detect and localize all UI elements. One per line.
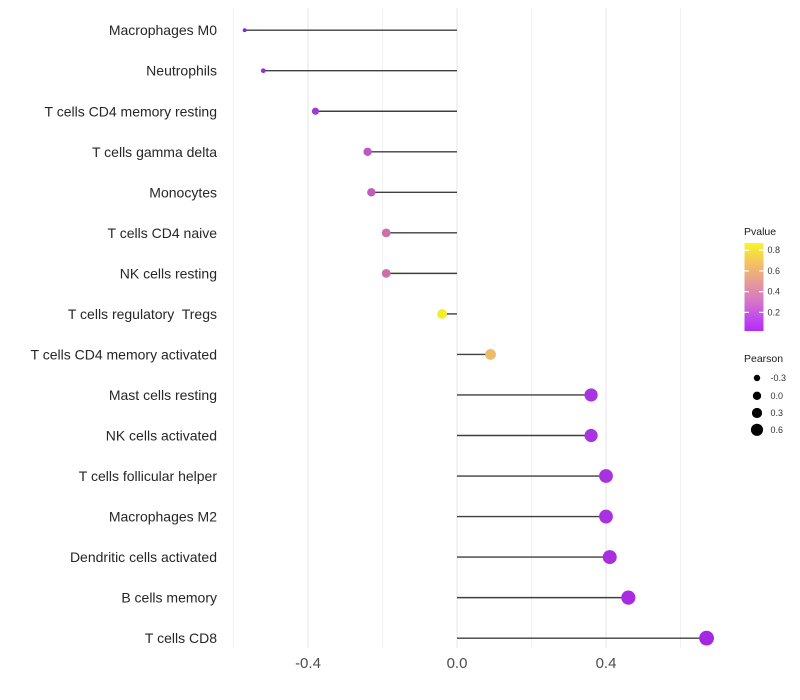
size-key-label: 0.3 xyxy=(771,408,784,418)
row-label: B cells memory xyxy=(121,590,217,606)
data-point xyxy=(381,268,391,278)
row-label: Neutrophils xyxy=(146,63,217,79)
data-point xyxy=(311,107,320,115)
chart-row: NK cells resting xyxy=(120,265,457,281)
chart-row: T cells CD4 naive xyxy=(108,225,457,241)
data-point xyxy=(699,630,714,646)
row-label: Macrophages M2 xyxy=(109,509,217,525)
chart-row: T cells CD4 memory resting xyxy=(45,103,457,119)
row-label: T cells CD4 memory resting xyxy=(45,103,217,119)
row-label: Dendritic cells activated xyxy=(70,549,217,565)
data-point xyxy=(599,509,613,524)
row-label: T cells CD4 naive xyxy=(108,225,218,241)
x-axis: -0.4 0.0 0.4 xyxy=(295,655,616,672)
row-label: T cells CD8 xyxy=(145,630,217,646)
data-point xyxy=(584,388,598,402)
chart-row: T cells CD4 memory activated xyxy=(31,346,496,362)
row-label: Macrophages M0 xyxy=(109,22,217,38)
row-label: Monocytes xyxy=(149,184,217,200)
chart-row: Monocytes xyxy=(149,184,457,200)
x-tick-label: 0.4 xyxy=(596,655,617,672)
pvalue-legend-title: Pvalue xyxy=(744,226,776,238)
colorbar-tick-label: 0.4 xyxy=(768,287,781,297)
chart-row: NK cells activated xyxy=(106,428,598,444)
data-point xyxy=(485,349,496,360)
chart-row: T cells regulatory Tregs xyxy=(68,306,457,322)
chart-row: T cells follicular helper xyxy=(79,468,613,484)
x-tick-label: -0.4 xyxy=(295,655,321,672)
size-key-label: 0.0 xyxy=(771,391,784,401)
data-point xyxy=(367,188,376,197)
chart-row: B cells memory xyxy=(121,590,636,606)
pearson-legend: Pearson -0.3 0.0 0.3 0.6 xyxy=(744,353,786,436)
data-point xyxy=(242,28,247,33)
data-point xyxy=(260,68,266,74)
data-point xyxy=(584,428,598,443)
pearson-legend-title: Pearson xyxy=(744,353,783,365)
data-point xyxy=(602,550,617,565)
gridlines xyxy=(233,8,681,648)
chart-row: T cells gamma delta xyxy=(92,144,457,160)
data-point xyxy=(621,590,636,605)
size-key-dot xyxy=(753,374,761,382)
chart-row: Dendritic cells activated xyxy=(70,549,617,565)
size-key-dot xyxy=(750,423,764,436)
row-label: T cells follicular helper xyxy=(79,468,218,484)
pvalue-legend: Pvalue 0.8 0.6 0.4 0.2 xyxy=(744,226,780,331)
row-label: T cells CD4 memory activated xyxy=(31,346,217,362)
row-label: NK cells activated xyxy=(106,428,217,444)
chart-row: Macrophages M2 xyxy=(109,509,613,525)
x-tick-label: 0.0 xyxy=(447,655,468,672)
row-label: T cells gamma delta xyxy=(92,144,217,160)
row-label: NK cells resting xyxy=(120,265,217,281)
chart-rows: Macrophages M0 Neutrophils T cells CD4 mem… xyxy=(31,22,714,646)
colorbar-tick-label: 0.6 xyxy=(768,266,781,276)
data-point xyxy=(599,469,613,483)
chart-row: T cells CD8 xyxy=(145,630,714,646)
colorbar-tick-label: 0.2 xyxy=(768,307,781,317)
chart-row: Macrophages M0 xyxy=(109,22,457,38)
colorbar-tick-label: 0.8 xyxy=(768,245,781,255)
data-point xyxy=(381,228,391,238)
size-key-label: -0.3 xyxy=(771,373,787,383)
row-label: T cells regulatory Tregs xyxy=(68,306,217,322)
data-point xyxy=(437,309,447,319)
row-label: Mast cells resting xyxy=(109,387,217,403)
size-key-dot xyxy=(751,407,763,419)
chart-row: Neutrophils xyxy=(146,63,457,79)
size-key-label: 0.6 xyxy=(771,425,784,435)
size-key-dot xyxy=(752,391,762,400)
data-point xyxy=(363,147,372,156)
pvalue-gradient-bar xyxy=(744,243,764,331)
chart-row: Mast cells resting xyxy=(109,387,598,403)
